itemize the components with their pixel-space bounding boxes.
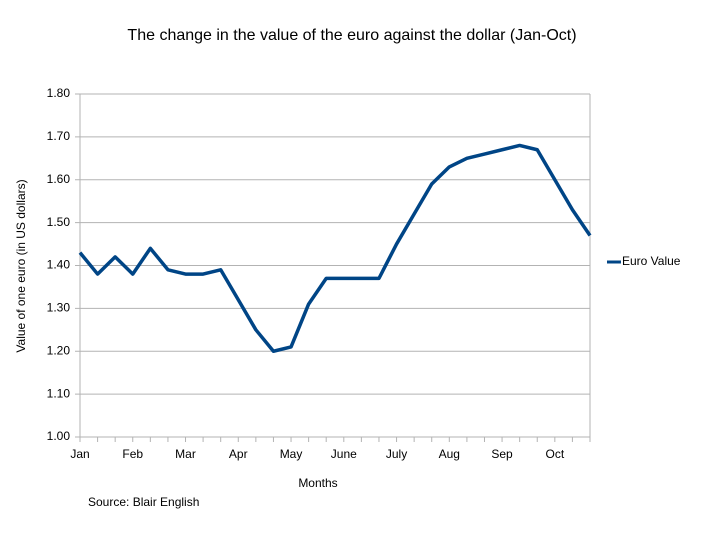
chart-title: The change in the value of the euro agai… — [127, 27, 576, 44]
x-tick-label: May — [280, 447, 303, 461]
y-tick-label: 1.40 — [47, 258, 71, 272]
y-tick-label: 1.50 — [47, 215, 71, 229]
x-tick-label: Sep — [491, 447, 513, 461]
y-tick-label: 1.70 — [47, 129, 71, 143]
x-tick-label: Feb — [122, 447, 143, 461]
y-axis-label: Value of one euro (in US dollars) — [14, 179, 28, 352]
source: Source: Blair English — [88, 495, 199, 509]
y-tick-label: 1.20 — [47, 343, 71, 357]
legend-label: Euro Value — [622, 254, 681, 268]
x-tick-label: Oct — [545, 447, 564, 461]
y-tick-label: 1.10 — [47, 386, 71, 400]
y-tick-label: 1.80 — [47, 86, 71, 100]
y-tick-label: 1.30 — [47, 301, 71, 315]
x-axis-label: Months — [298, 476, 337, 490]
x-tick-label: Aug — [439, 447, 460, 461]
x-tick-label: Mar — [175, 447, 196, 461]
x-tick-label: Apr — [229, 447, 248, 461]
x-tick-label: Jan — [70, 447, 89, 461]
x-tick-label: July — [386, 447, 407, 461]
x-tick-label: June — [331, 447, 357, 461]
y-tick-label: 1.00 — [47, 429, 71, 443]
y-tick-label: 1.60 — [47, 172, 71, 186]
data-line — [78, 143, 592, 353]
